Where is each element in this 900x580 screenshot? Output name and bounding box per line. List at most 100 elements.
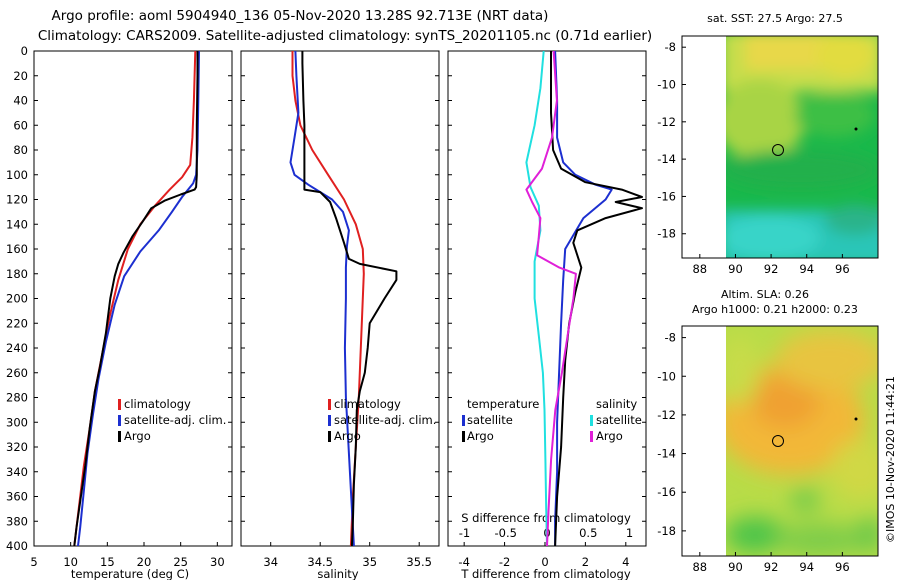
x-tick-label: 5	[30, 555, 37, 569]
difference-panel	[447, 50, 647, 547]
x-tick-label: 35.5	[406, 555, 432, 569]
map-y-tick-label: -10	[657, 78, 676, 92]
panel-3-series	[525, 51, 643, 546]
legend-swatch-temp-satellite	[462, 415, 465, 426]
depth-tick-label: 400	[6, 539, 28, 553]
depth-tick-label: 360	[6, 490, 28, 504]
salinity-axis-label: salinity	[317, 567, 358, 580]
map-x-tick-label: 96	[835, 560, 850, 574]
legend-swatch-climatology	[118, 399, 121, 410]
difference-legend: temperature satellite Argo salinity sate…	[462, 397, 642, 443]
legend-satellite: satellite-adj. clim.	[334, 413, 436, 427]
x-tick-label: 20	[137, 555, 152, 569]
temperature-axis-label: temperature (deg C)	[71, 567, 189, 580]
map-y-tick-label: -18	[657, 524, 676, 538]
t-difference-axis-label: T difference from climatology	[460, 567, 631, 580]
map-y-tick-label: -12	[657, 115, 676, 129]
legend-swatch-satellite	[118, 415, 121, 426]
legend-climatology: climatology	[124, 397, 191, 411]
title-line-2: Climatology: CARS2009. Satellite-adjuste…	[38, 28, 652, 44]
depth-tick-label: 100	[6, 168, 28, 182]
depth-tick-label: 80	[13, 143, 28, 157]
depth-tick-label: 300	[6, 415, 28, 429]
map-y-tick-label: -8	[665, 331, 676, 345]
legend-temp-argo: Argo	[467, 429, 494, 443]
sla-map-title-1: Altim. SLA: 0.26	[721, 288, 809, 301]
x2-tick-label: -0.5	[495, 526, 517, 540]
x-tick-label: -2	[499, 555, 510, 569]
depth-tick-label: 160	[6, 242, 28, 256]
temperature-panel	[33, 50, 233, 547]
map-x-tick-label: 88	[692, 262, 707, 276]
map-x-tick-label: 92	[764, 560, 779, 574]
map-x-tick-label: 94	[799, 262, 814, 276]
map-y-tick-label: -16	[657, 485, 676, 499]
x-tick-label: 0	[541, 555, 548, 569]
legend-temp-satellite: satellite	[467, 413, 513, 427]
series-line-climatology	[291, 51, 365, 546]
legend-swatch-sal-argo	[590, 431, 593, 442]
legend-sal-argo: Argo	[596, 429, 623, 443]
imos-timestamp: ©IMOS 10-Nov-2020 11:44:21	[884, 376, 897, 543]
depth-tick-label: 60	[13, 118, 28, 132]
depth-tick-label: 20	[13, 69, 28, 83]
map-y-tick-label: -10	[657, 369, 676, 383]
depth-tick-label: 320	[6, 440, 28, 454]
sla-map-field	[726, 326, 878, 556]
depth-tick-label: 180	[6, 267, 28, 281]
map-x-tick-label: 88	[692, 560, 707, 574]
legend-swatch-argo	[328, 431, 331, 442]
map-x-tick-label: 96	[835, 262, 850, 276]
legend-swatch-argo	[118, 431, 121, 442]
map-x-tick-label: 92	[764, 262, 779, 276]
depth-tick-label: 340	[6, 465, 28, 479]
profile-lines	[73, 51, 643, 546]
series-line-salinity-satellite	[525, 51, 548, 546]
depth-tick-label: 0	[21, 44, 28, 58]
title-line-1: Argo profile: aoml 5904940_136 05-Nov-20…	[52, 8, 549, 24]
depth-tick-label: 380	[6, 514, 28, 528]
map-x-tick-label: 94	[799, 560, 814, 574]
x-tick-label: 35	[362, 555, 377, 569]
sla-map-axes: 88 90 92 94 96 -8 -10 -12 -14 -16 -18	[657, 331, 849, 574]
argo-float-dot-2	[854, 417, 858, 421]
series-line-salinity-argo	[525, 51, 577, 546]
argo-float-dot	[854, 127, 858, 131]
series-line-climatology	[73, 51, 197, 546]
legend-swatch-climatology	[328, 399, 331, 410]
legend-salinity-heading: salinity	[596, 397, 637, 411]
sst-map-frame	[681, 35, 879, 259]
map-x-tick-label: 90	[728, 560, 743, 574]
series-line-argo	[73, 51, 199, 546]
panel-2-series	[289, 51, 398, 546]
salinity-panel	[240, 50, 440, 547]
depth-tick-label: 120	[6, 193, 28, 207]
x-tick-label: 30	[210, 555, 225, 569]
depth-tick-label: 140	[6, 217, 28, 231]
x-tick-label: 34.5	[307, 555, 333, 569]
series-line-temperature-satellite	[554, 51, 613, 546]
series-line-argo	[301, 51, 398, 546]
depth-tick-label: 220	[6, 316, 28, 330]
x2-tick-label: 1	[626, 526, 633, 540]
x-tick-label: 10	[63, 555, 78, 569]
x-tick-group: 5 10 15 20 25 30 34 34.5 35 35.5 -4 -2 0 2 4-1 -0.5 0 0.5…	[30, 526, 633, 569]
legend-swatch-temp-argo	[462, 431, 465, 442]
depth-tick-label: 200	[6, 292, 28, 306]
series-line-temperature-argo	[550, 51, 643, 546]
map-x-tick-label: 90	[728, 262, 743, 276]
depth-axis: 0 20 40 60 80 100 120 140 160 180 200 220 240 260 280 3…	[6, 44, 646, 553]
map-y-tick-label: -8	[665, 40, 676, 54]
legend-satellite: satellite-adj. clim.	[124, 413, 226, 427]
sst-map-title: sat. SST: 27.5 Argo: 27.5	[707, 12, 843, 25]
argo-location-marker	[772, 144, 784, 156]
x-tick-label: 34	[263, 555, 278, 569]
map-y-tick-label: -14	[657, 152, 676, 166]
legend-argo: Argo	[334, 429, 361, 443]
sst-map-axes: 88 90 92 94 96 -8 -10 -12 -14 -16 -18	[657, 40, 849, 276]
depth-tick-label: 280	[6, 391, 28, 405]
map-y-tick-label: -14	[657, 447, 676, 461]
legend-temperature-heading: temperature	[467, 397, 539, 411]
depth-tick-label: 260	[6, 366, 28, 380]
